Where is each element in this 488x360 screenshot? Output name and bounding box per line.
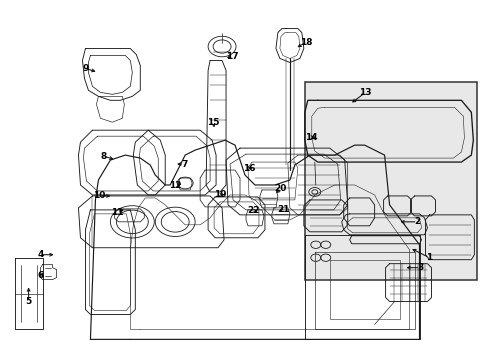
Text: 7: 7: [181, 159, 187, 168]
Text: 20: 20: [274, 184, 286, 193]
Text: 9: 9: [82, 64, 88, 73]
Text: 14: 14: [305, 133, 318, 142]
Text: 11: 11: [111, 208, 123, 217]
Text: 3: 3: [417, 263, 423, 272]
Text: 19: 19: [213, 190, 226, 199]
Text: 6: 6: [38, 271, 43, 280]
Text: 21: 21: [277, 206, 289, 215]
Text: 4: 4: [37, 250, 44, 259]
Text: 16: 16: [242, 163, 255, 172]
Text: 1: 1: [426, 253, 432, 262]
Text: 5: 5: [25, 297, 32, 306]
Text: 13: 13: [359, 88, 371, 97]
Text: 18: 18: [299, 38, 311, 47]
Text: 15: 15: [206, 118, 219, 127]
Text: 8: 8: [100, 152, 106, 161]
Text: 17: 17: [225, 52, 238, 61]
Polygon shape: [304, 82, 476, 280]
Text: 2: 2: [413, 217, 420, 226]
Text: 22: 22: [247, 206, 260, 215]
Text: 12: 12: [168, 181, 181, 190]
Text: 10: 10: [93, 192, 105, 201]
